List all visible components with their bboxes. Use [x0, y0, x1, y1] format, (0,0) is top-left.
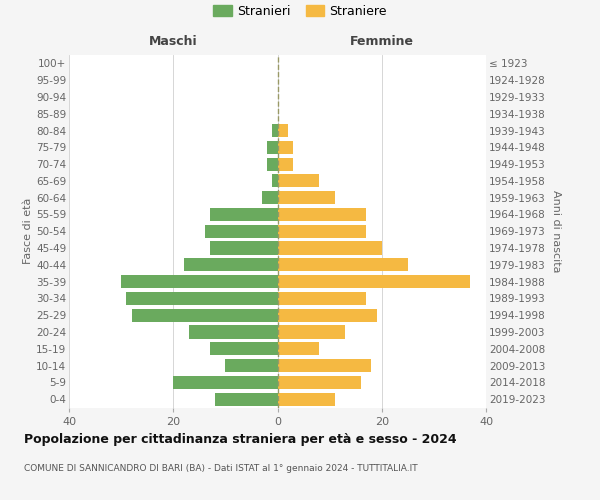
Bar — [277, 158, 293, 170]
Bar — [210, 208, 277, 221]
Bar — [277, 141, 293, 154]
Bar — [272, 174, 277, 188]
Text: Maschi: Maschi — [149, 35, 197, 48]
Bar — [267, 141, 277, 154]
Text: Femmine: Femmine — [350, 35, 414, 48]
Bar — [272, 124, 277, 137]
Bar — [277, 308, 377, 322]
Bar — [210, 242, 277, 254]
Text: COMUNE DI SANNICANDRO DI BARI (BA) - Dati ISTAT al 1° gennaio 2024 - TUTTITALIA.: COMUNE DI SANNICANDRO DI BARI (BA) - Dat… — [24, 464, 418, 473]
Bar — [127, 292, 277, 305]
Bar — [205, 224, 277, 238]
Bar — [173, 376, 277, 389]
Bar — [277, 292, 366, 305]
Bar — [210, 342, 277, 355]
Bar — [277, 258, 408, 272]
Bar — [215, 392, 277, 406]
Bar — [267, 158, 277, 170]
Y-axis label: Anni di nascita: Anni di nascita — [551, 190, 561, 272]
Bar — [262, 191, 277, 204]
Bar — [277, 224, 366, 238]
Bar — [121, 275, 277, 288]
Bar — [277, 342, 319, 355]
Legend: Stranieri, Straniere: Stranieri, Straniere — [209, 1, 391, 21]
Bar — [184, 258, 277, 272]
Text: Popolazione per cittadinanza straniera per età e sesso - 2024: Popolazione per cittadinanza straniera p… — [24, 432, 457, 446]
Bar — [277, 191, 335, 204]
Bar — [226, 359, 277, 372]
Bar — [277, 174, 319, 188]
Y-axis label: Fasce di età: Fasce di età — [23, 198, 33, 264]
Bar — [277, 275, 470, 288]
Bar — [277, 326, 345, 338]
Bar — [277, 208, 366, 221]
Bar — [277, 376, 361, 389]
Bar — [131, 308, 277, 322]
Bar — [189, 326, 277, 338]
Bar — [277, 242, 382, 254]
Bar — [277, 359, 371, 372]
Bar — [277, 124, 288, 137]
Bar — [277, 392, 335, 406]
